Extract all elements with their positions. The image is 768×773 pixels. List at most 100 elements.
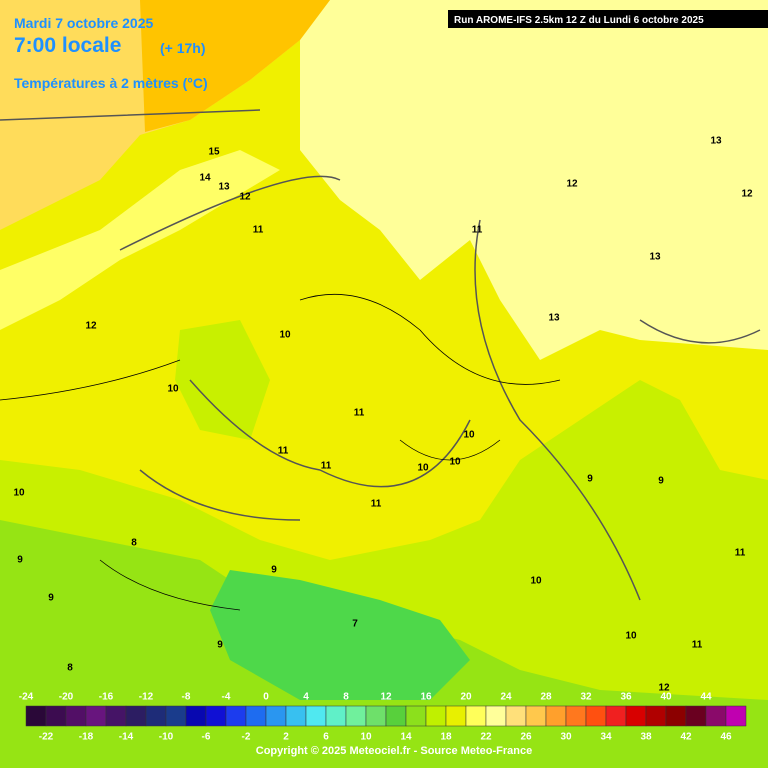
legend-label: -18 — [79, 732, 94, 743]
run: Run AROME-IFS 2.5km 12 Z du Lundi 6 octo… — [454, 15, 704, 26]
run-box — [448, 10, 768, 28]
legend-swatch — [25, 705, 47, 727]
date: Mardi 7 octobre 2025 — [14, 15, 153, 31]
legend-label: 2 — [283, 732, 289, 743]
legend-label: -22 — [39, 732, 54, 743]
legend-swatch — [145, 705, 167, 727]
contour-labels: 15 14 13 12 11 12 10 10 11 11 11 10 10 10 11 10 8 9 9 7 9 8 13… — [13, 136, 753, 694]
legend-swatch — [305, 705, 327, 727]
legend-label: 6 — [323, 732, 329, 743]
contour-label: 11 — [321, 461, 332, 472]
contour-label: 9 — [271, 565, 277, 576]
contour-label: 15 — [208, 147, 220, 158]
legend-label: 32 — [580, 692, 592, 703]
contour-label: 12 — [85, 321, 97, 332]
contour-label: 13 — [548, 313, 560, 324]
cool-patch — [175, 320, 270, 440]
legend-label: -14 — [119, 732, 134, 743]
legend-label: -4 — [222, 692, 231, 703]
contour-label: 7 — [352, 619, 358, 630]
legend-swatch — [445, 705, 467, 727]
legend-swatch — [605, 705, 627, 727]
contour-label: 10 — [625, 631, 637, 642]
legend-swatch — [225, 705, 247, 727]
legend-label: -12 — [139, 692, 154, 703]
legend-swatch — [505, 705, 527, 727]
contour-label: 10 — [167, 384, 179, 395]
contour-label: 12 — [566, 179, 578, 190]
legend-label: 20 — [460, 692, 472, 703]
legend-swatch — [45, 705, 67, 727]
legend-swatch — [385, 705, 407, 727]
contour-label: 8 — [131, 538, 137, 549]
contour-label: 13 — [710, 136, 722, 147]
legend-swatch — [285, 705, 307, 727]
legend-swatch — [365, 705, 387, 727]
legend-swatch — [645, 705, 667, 727]
legend-label: 34 — [600, 732, 612, 743]
legend-swatch — [185, 705, 207, 727]
contour-label: 12 — [239, 192, 251, 203]
copyright: Copyright © 2025 Meteociel.fr - Source M… — [256, 745, 532, 757]
legend-swatch — [405, 705, 427, 727]
legend-swatch — [665, 705, 687, 727]
contour-label: 9 — [587, 474, 593, 485]
contour-label: 12 — [658, 683, 670, 694]
legend-label: 38 — [640, 732, 652, 743]
legend-label: 8 — [343, 692, 349, 703]
contour-label: 11 — [253, 225, 264, 236]
legend-swatch — [325, 705, 347, 727]
lead: (+ 17h) — [160, 40, 206, 56]
contour-label: 11 — [692, 640, 703, 651]
legend-label: 24 — [500, 692, 512, 703]
legend-swatch — [705, 705, 727, 727]
variable: Températures à 2 mètres (°C) — [14, 75, 208, 91]
legend: -24 -20 -16 -12 -8 -4 0 4 8 12 16 20 24 28 32 36 40 44-22… — [19, 692, 747, 743]
legend-swatch — [525, 705, 547, 727]
cool-patch — [540, 420, 680, 620]
legend-label: -24 — [19, 692, 34, 703]
legend-swatch — [625, 705, 647, 727]
contour-label: 11 — [735, 548, 746, 559]
legend-label: -10 — [159, 732, 174, 743]
contour-label: 13 — [218, 182, 230, 193]
contour-label: 9 — [658, 476, 664, 487]
legend-label: -2 — [242, 732, 251, 743]
legend-label: 18 — [440, 732, 452, 743]
legend-swatch — [685, 705, 707, 727]
border — [0, 109, 761, 601]
legend-label: 4 — [303, 692, 309, 703]
legend-swatch — [345, 705, 367, 727]
contour-label: 10 — [417, 463, 429, 474]
legend-swatch — [125, 705, 147, 727]
legend-swatch — [65, 705, 87, 727]
contour-label: 9 — [17, 555, 23, 566]
contour-label: 11 — [354, 408, 365, 419]
contour-label: 11 — [278, 446, 289, 457]
legend-label: 40 — [660, 692, 672, 703]
legend-label: 22 — [480, 732, 492, 743]
legend-swatch — [205, 705, 227, 727]
legend-swatch — [105, 705, 127, 727]
legend-label: 12 — [380, 692, 392, 703]
contour-label: 10 — [463, 430, 475, 441]
legend-swatch — [545, 705, 567, 727]
legend-label: 16 — [420, 692, 432, 703]
legend-label: 26 — [520, 732, 532, 743]
legend-label: -20 — [59, 692, 74, 703]
legend-label: -16 — [99, 692, 114, 703]
contour-label: 10 — [449, 457, 461, 468]
legend-swatch — [425, 705, 447, 727]
contour-label: 12 — [741, 189, 753, 200]
legend-label: 10 — [360, 732, 372, 743]
legend-swatch — [85, 705, 107, 727]
legend-label: 36 — [620, 692, 632, 703]
legend-swatch — [585, 705, 607, 727]
legend-swatch — [565, 705, 587, 727]
colder-zone — [210, 570, 470, 700]
contour-label: 9 — [48, 593, 54, 604]
contour — [0, 293, 561, 611]
legend-swatch — [465, 705, 487, 727]
legend-label: 44 — [700, 692, 712, 703]
